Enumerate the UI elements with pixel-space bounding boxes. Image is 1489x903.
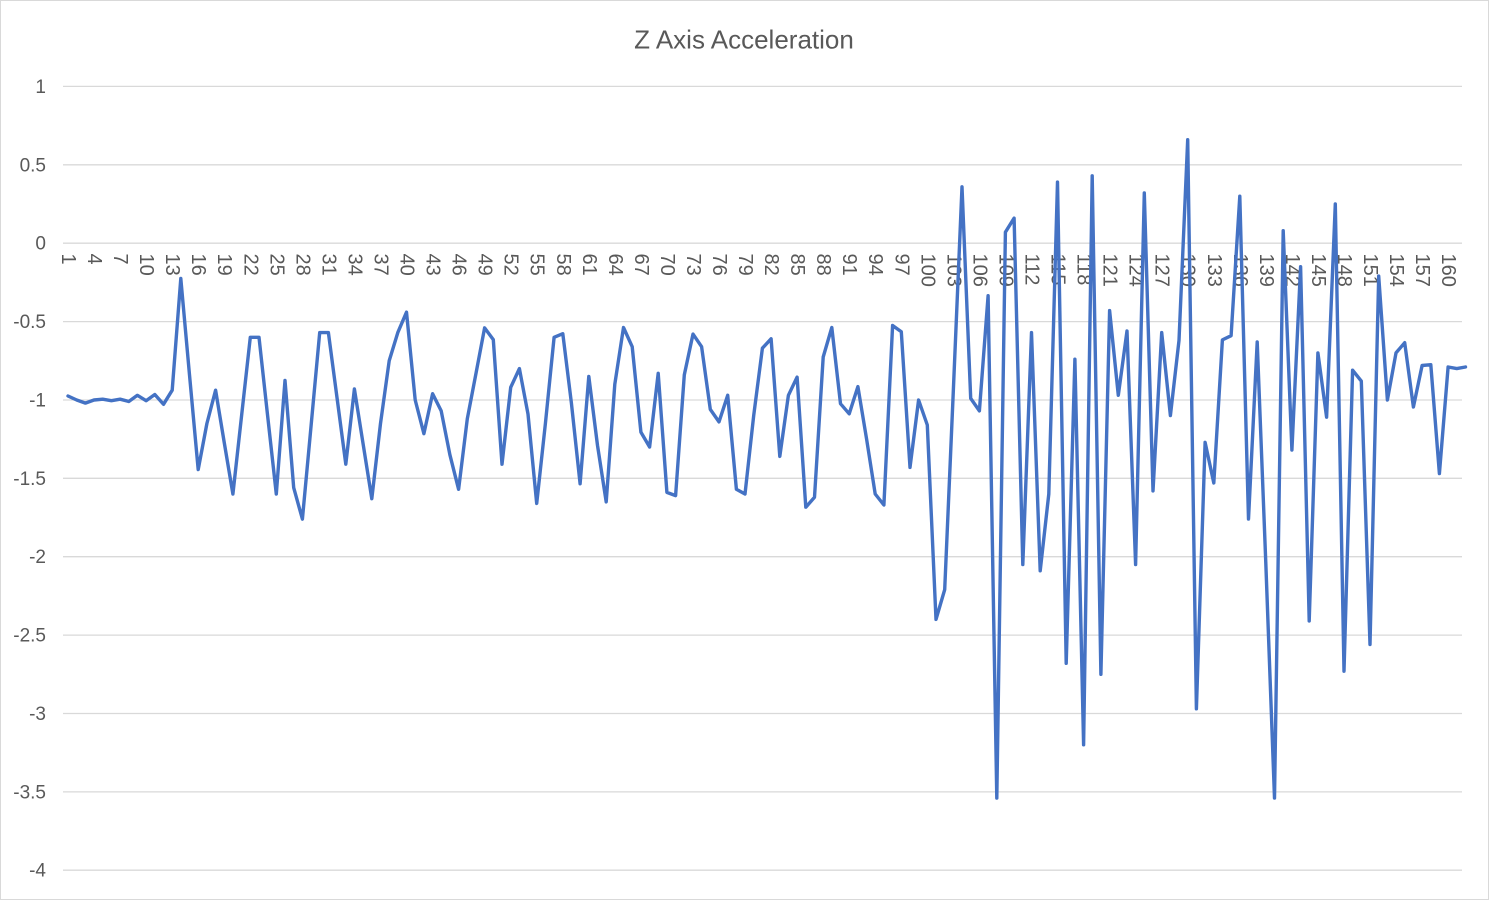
svg-text:4: 4 <box>83 254 105 265</box>
svg-text:40: 40 <box>396 254 418 276</box>
svg-text:-0.5: -0.5 <box>13 312 46 333</box>
svg-text:-4: -4 <box>29 861 46 882</box>
svg-text:1: 1 <box>35 77 46 98</box>
svg-text:64: 64 <box>604 254 626 276</box>
svg-text:-3: -3 <box>29 704 46 725</box>
svg-text:157: 157 <box>1411 254 1433 287</box>
svg-text:67: 67 <box>630 254 652 276</box>
svg-text:100: 100 <box>916 254 938 287</box>
svg-text:61: 61 <box>578 254 600 276</box>
svg-text:49: 49 <box>474 254 496 276</box>
svg-text:31: 31 <box>317 254 339 276</box>
svg-text:0.5: 0.5 <box>20 155 46 176</box>
svg-text:22: 22 <box>239 254 261 276</box>
svg-text:7: 7 <box>109 254 131 265</box>
svg-text:97: 97 <box>890 254 912 276</box>
svg-text:154: 154 <box>1385 254 1407 287</box>
svg-text:16: 16 <box>187 254 209 276</box>
svg-text:148: 148 <box>1333 254 1355 287</box>
svg-text:1: 1 <box>57 254 79 265</box>
svg-text:106: 106 <box>968 254 990 287</box>
svg-text:103: 103 <box>942 254 964 287</box>
svg-text:91: 91 <box>838 254 860 276</box>
svg-text:88: 88 <box>812 254 834 276</box>
svg-text:13: 13 <box>161 254 183 276</box>
svg-text:112: 112 <box>1021 254 1043 286</box>
svg-text:55: 55 <box>526 254 548 276</box>
svg-text:-3.5: -3.5 <box>13 782 46 803</box>
svg-text:46: 46 <box>448 254 470 276</box>
svg-text:-1: -1 <box>29 391 46 412</box>
svg-text:37: 37 <box>370 254 392 276</box>
svg-text:28: 28 <box>291 254 313 276</box>
svg-text:Z Axis Acceleration: Z Axis Acceleration <box>634 25 854 55</box>
svg-text:19: 19 <box>213 254 235 276</box>
svg-text:160: 160 <box>1437 254 1459 287</box>
svg-text:79: 79 <box>734 254 756 276</box>
svg-text:145: 145 <box>1307 254 1329 287</box>
svg-text:34: 34 <box>343 254 365 276</box>
svg-text:151: 151 <box>1359 254 1381 287</box>
svg-text:133: 133 <box>1203 254 1225 287</box>
svg-text:82: 82 <box>760 254 782 276</box>
svg-text:52: 52 <box>500 254 522 276</box>
svg-text:73: 73 <box>682 254 704 276</box>
svg-text:139: 139 <box>1255 254 1277 287</box>
svg-text:-1.5: -1.5 <box>13 469 46 490</box>
svg-text:-2: -2 <box>29 547 46 568</box>
svg-text:58: 58 <box>552 254 574 276</box>
svg-text:94: 94 <box>864 254 886 276</box>
svg-text:85: 85 <box>786 254 808 276</box>
svg-text:121: 121 <box>1099 254 1121 287</box>
svg-text:0: 0 <box>35 234 46 255</box>
svg-text:127: 127 <box>1151 254 1173 287</box>
svg-text:76: 76 <box>708 254 730 276</box>
svg-text:-2.5: -2.5 <box>13 626 46 647</box>
svg-text:25: 25 <box>265 254 287 276</box>
svg-text:43: 43 <box>422 254 444 276</box>
svg-text:10: 10 <box>135 254 157 276</box>
svg-text:70: 70 <box>656 254 678 276</box>
